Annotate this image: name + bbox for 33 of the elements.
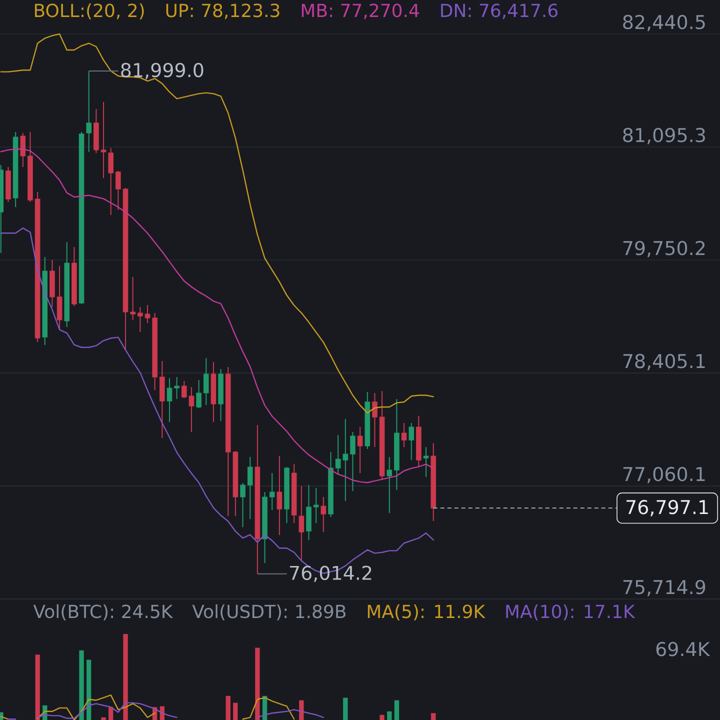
bar [101,717,106,720]
bar [226,696,230,720]
y-tick-label: 78,405.1 [623,354,705,370]
annotation: 76,014.2 [290,566,372,582]
bar [299,700,304,720]
bar [431,713,436,720]
text: MB: 77,270.4 [302,4,419,20]
text: MA(5): 11.9K [368,604,486,620]
bar [86,660,92,720]
chart-subtitle: Vol(USDT): 1.89B [192,604,346,620]
text: DN: 76,417.6 [441,4,558,20]
ref-line-label: 76,797.1 [626,500,708,516]
text: MA(10): 17.1K [506,604,636,620]
bar [79,650,84,720]
text: 69.4K [656,642,710,656]
bar [380,714,384,720]
bar [35,654,40,720]
bar [394,700,400,720]
y-tick-label: 75,714.9 [623,580,706,596]
y-tick-label: 77,060.1 [623,466,705,484]
chart-title: Vol(BTC): 24.5K [33,604,174,620]
y-tick-label: 81,095.3 [623,128,705,144]
bar [343,698,348,720]
text: UP: 78,123.3 [166,4,280,20]
bar [233,702,238,720]
annotation: 81,999.0 [121,62,204,80]
chart-title: BOLL:(20, 2) [34,3,144,20]
y-tick-label: 79,750.2 [623,240,705,258]
y-tick-label: 82,440.5 [623,14,705,32]
bar [108,707,114,720]
bar [255,648,260,720]
bar [387,711,392,720]
bar [123,634,128,720]
